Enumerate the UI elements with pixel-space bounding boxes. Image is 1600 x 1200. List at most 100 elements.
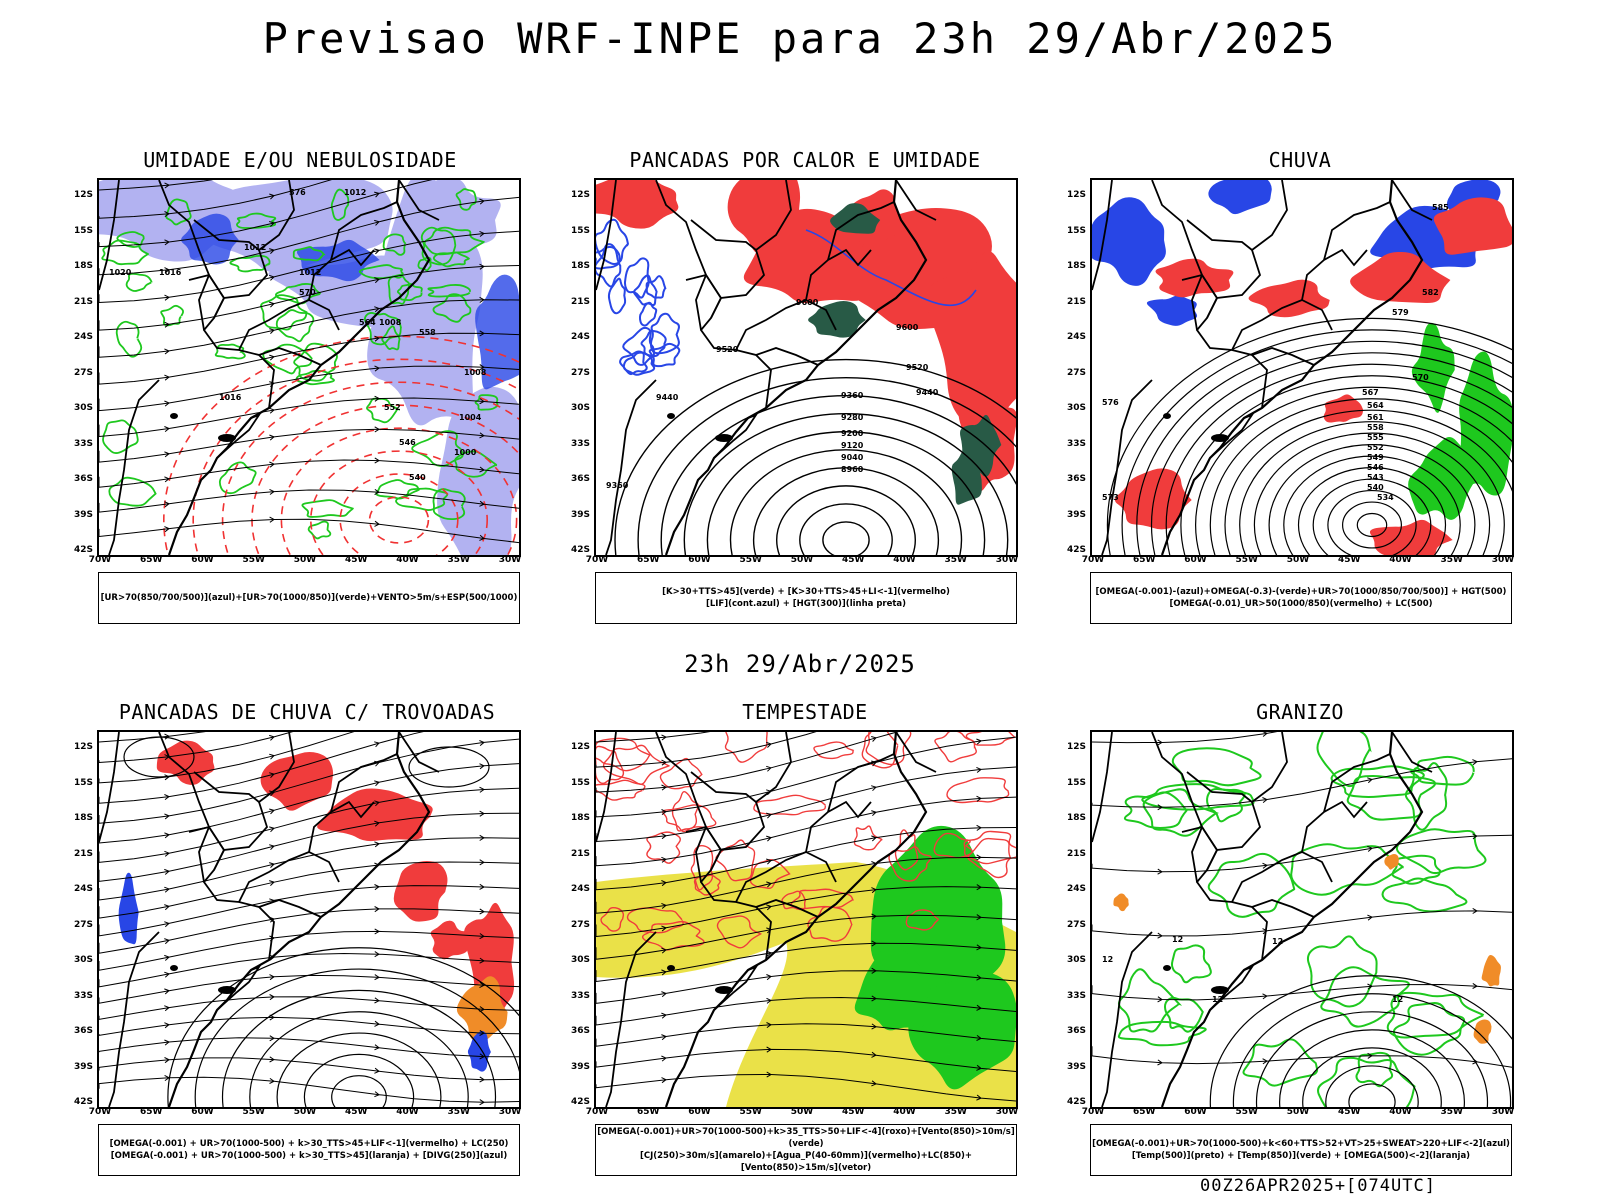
streamline-arrow bbox=[479, 859, 485, 866]
lat-tick-label: 30S bbox=[73, 403, 93, 413]
lif-contour bbox=[633, 274, 658, 307]
streamline-arrow bbox=[976, 974, 982, 981]
contour-label: 9360 bbox=[606, 481, 629, 490]
contour-line bbox=[1106, 317, 1512, 555]
contour-label: 543 bbox=[1367, 473, 1384, 482]
temp850-contour bbox=[1355, 1051, 1394, 1088]
streamline-arrow bbox=[374, 780, 380, 787]
lat-tick-label: 15S bbox=[570, 225, 590, 236]
streamline-arrow bbox=[479, 933, 485, 940]
p1-labels: 1012 1012 1012 1016 1020 1008 1008 1004 1000 1016… bbox=[109, 188, 487, 482]
lat-tick-label: 15S bbox=[1066, 777, 1086, 788]
streamline bbox=[99, 1016, 519, 1036]
lif-contour bbox=[640, 329, 667, 358]
temp850-contour bbox=[1207, 852, 1296, 918]
lat-tick-label: 33S bbox=[73, 990, 93, 1001]
border-line bbox=[735, 851, 837, 903]
contour-line bbox=[192, 358, 519, 555]
geography-1 bbox=[99, 180, 440, 555]
streamline-arrow bbox=[976, 738, 982, 745]
coastline bbox=[664, 180, 928, 555]
lat-tick-label: 36S bbox=[73, 474, 93, 484]
humidity-green-contour bbox=[366, 397, 401, 424]
lat-tick-label: 12S bbox=[73, 742, 93, 752]
streamline-arrow bbox=[374, 974, 380, 981]
lon-tick-label: 55W bbox=[1235, 555, 1258, 565]
streamline-arrow bbox=[164, 182, 170, 189]
lat-tick-label: 33S bbox=[73, 438, 93, 449]
streamline bbox=[596, 1073, 1016, 1102]
streamline-arrow bbox=[164, 400, 170, 407]
streamline-arrow bbox=[1367, 914, 1373, 921]
streamline-arrow bbox=[164, 374, 170, 381]
precip-water-contour bbox=[626, 907, 684, 934]
temp850-contour bbox=[1392, 1002, 1466, 1056]
streamline-arrow bbox=[164, 1005, 170, 1012]
lon-tick-label: 40W bbox=[893, 1107, 916, 1117]
streamline-arrow bbox=[269, 274, 275, 281]
lon-tick-label: 50W bbox=[1286, 555, 1310, 565]
border-line bbox=[1092, 180, 1113, 291]
coastline bbox=[167, 180, 431, 555]
contour-line bbox=[163, 335, 519, 555]
streamline-arrow bbox=[766, 997, 772, 1004]
lon-tick-label: 30W bbox=[995, 1107, 1019, 1117]
contour-line bbox=[683, 413, 1009, 555]
wind850-green-patch bbox=[854, 946, 932, 1031]
border-line bbox=[308, 248, 375, 301]
precip-water-contour bbox=[724, 732, 768, 763]
lon-tick-label: 50W bbox=[1286, 1107, 1310, 1117]
lat-tick-label: 42S bbox=[1066, 1097, 1086, 1107]
lake-mark bbox=[170, 965, 178, 971]
lon-tick-label: 70W bbox=[1081, 1107, 1105, 1117]
heat-darkgreen-patch bbox=[951, 447, 982, 505]
lake-mark bbox=[715, 434, 733, 442]
streamline-arrow bbox=[269, 1077, 275, 1084]
streamline-arrow bbox=[164, 904, 170, 911]
panel-5-legend-line-1: [OMEGA(-0.001)+UR>70(1000-500)+k>35_TTS>… bbox=[597, 1127, 1015, 1149]
streamline-arrow bbox=[374, 426, 380, 433]
streamline-arrow bbox=[1367, 983, 1373, 990]
lon-tick-label: 60W bbox=[191, 555, 214, 565]
streamline bbox=[1092, 1046, 1512, 1068]
border-line bbox=[216, 413, 262, 459]
contour-label: 552 bbox=[384, 403, 401, 412]
humidity-green-contour bbox=[307, 520, 332, 540]
temp850-contour bbox=[1306, 935, 1378, 1008]
streamline-arrow bbox=[269, 862, 275, 868]
panel-4-map bbox=[97, 730, 521, 1109]
panel-3-legend-line-2: [OMEGA(-0.01)_UR>50(1000/850)(vermelho) … bbox=[1169, 599, 1433, 609]
border-line bbox=[805, 248, 872, 301]
streamline-arrow bbox=[374, 820, 380, 827]
streamline-arrow bbox=[871, 995, 877, 1002]
lon-tick-label: 35W bbox=[1440, 1107, 1463, 1117]
border-line bbox=[895, 732, 937, 773]
rain-red bbox=[1114, 197, 1512, 555]
contour-label: 1016 bbox=[219, 393, 242, 402]
streamline bbox=[596, 914, 1016, 960]
lon-tick-label: 55W bbox=[739, 555, 762, 565]
panel-2-map: 9600 9600 9520 9520 9440 9440 9360 9360 9280 9200… bbox=[594, 178, 1018, 557]
contour-line bbox=[1180, 375, 1512, 555]
contour-label: 570 bbox=[1412, 373, 1429, 382]
streamline-arrow bbox=[976, 1064, 982, 1071]
streamline bbox=[99, 885, 519, 937]
lat-tick-label: 12S bbox=[73, 190, 93, 200]
panel-6-map: 12 12 12 12 12 bbox=[1090, 730, 1514, 1109]
contour-label: 12 bbox=[1172, 935, 1183, 944]
panel-6-legend-line-2: [Temp(500)](preto) + [Temp(850)](verde) … bbox=[1131, 1151, 1471, 1161]
contour-line bbox=[167, 947, 519, 1107]
precip-water-contour bbox=[716, 915, 762, 949]
contour-line bbox=[1232, 993, 1512, 1107]
streamline-arrow bbox=[479, 957, 485, 964]
border-line bbox=[1391, 180, 1433, 221]
panel-3-legend: [OMEGA(-0.001)-(azul)+OMEGA(-0.3)-(verde… bbox=[1090, 572, 1512, 624]
contour-label: 573 bbox=[1102, 493, 1119, 502]
streamline bbox=[596, 732, 899, 793]
lat-tick-label: 18S bbox=[1066, 261, 1086, 271]
streamline-arrow bbox=[479, 432, 485, 439]
lon-tick-label: 55W bbox=[242, 555, 265, 565]
contour-label: 1012 bbox=[244, 243, 266, 252]
streamline-arrow bbox=[976, 1004, 982, 1011]
streamline-arrow bbox=[766, 881, 772, 888]
